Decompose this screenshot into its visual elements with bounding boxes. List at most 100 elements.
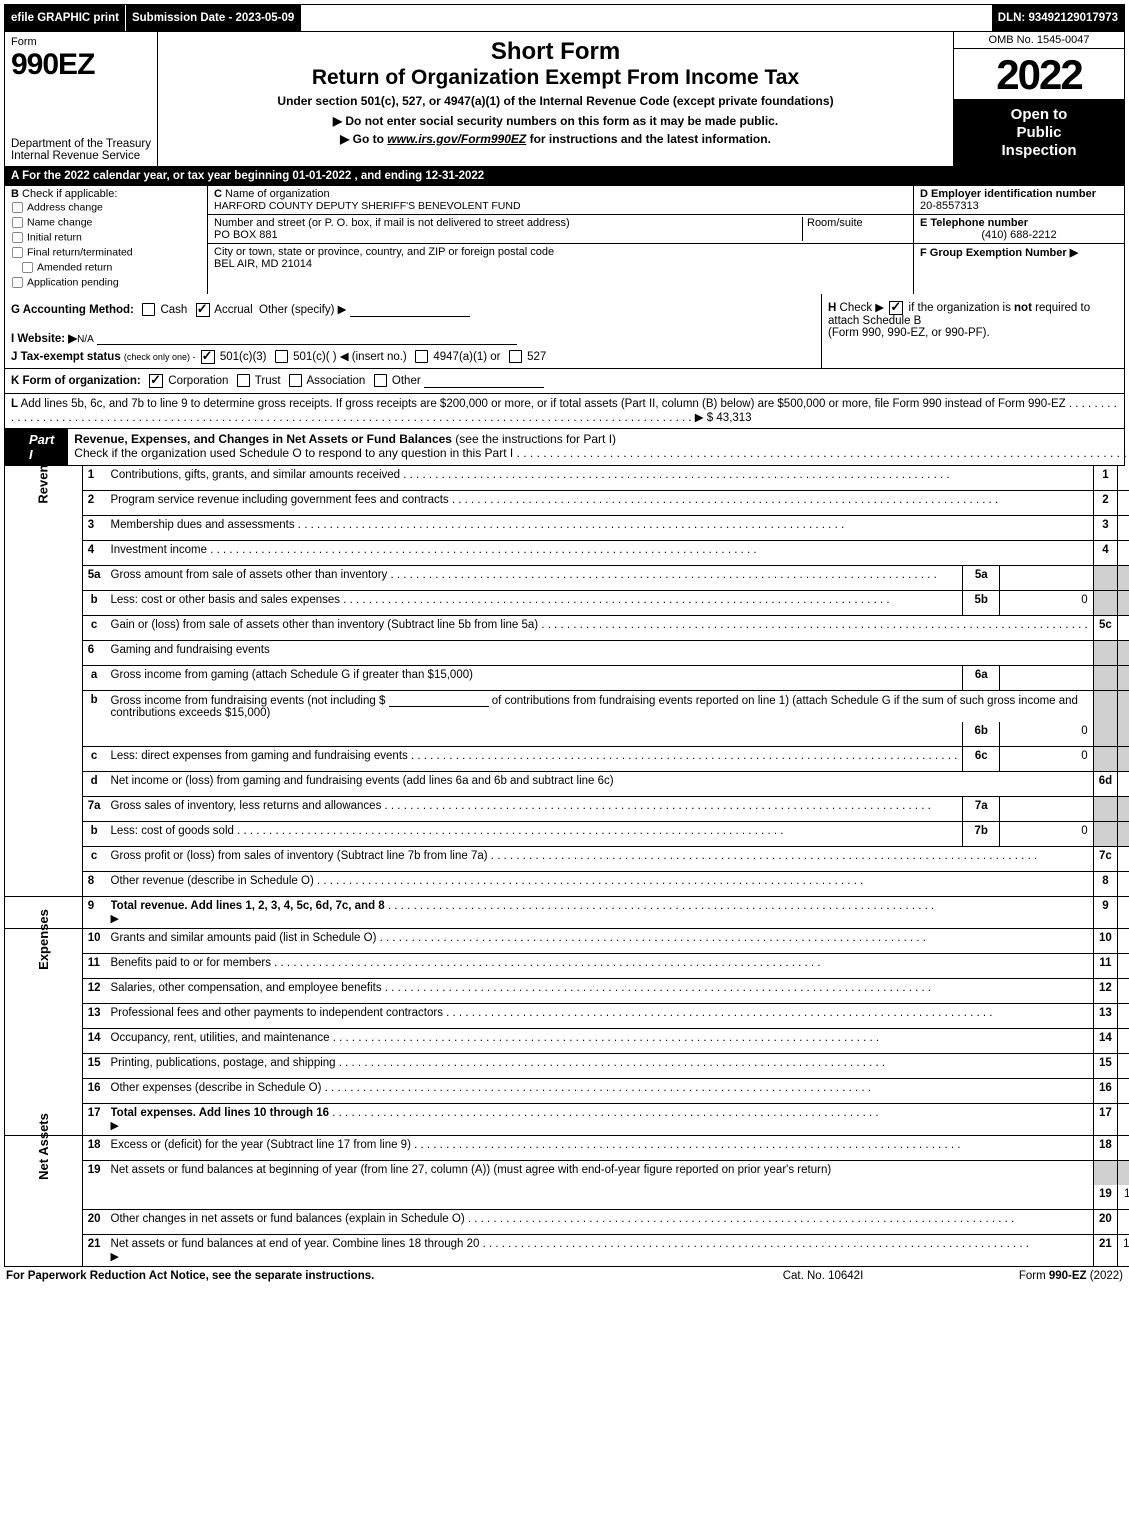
- gij-left: G Accounting Method: Cash Accrual Other …: [5, 294, 821, 368]
- line-7c-desc: Gross profit or (loss) from sales of inv…: [111, 850, 488, 862]
- section-b: B Check if applicable: Address change Na…: [5, 186, 208, 294]
- section-l: L Add lines 5b, 6c, and 7b to line 9 to …: [4, 394, 1125, 429]
- website-value: N/A: [77, 334, 94, 345]
- dln-label: DLN: 93492129017973: [992, 5, 1124, 31]
- lbl-name-change: Name change: [27, 216, 92, 228]
- goto-line: ▶ Go to www.irs.gov/Form990EZ for instru…: [164, 132, 947, 146]
- line-7c-value: 0: [1118, 846, 1129, 871]
- line-3-num: 3: [82, 515, 105, 540]
- line-21-value: 147,787: [1118, 1234, 1129, 1266]
- page-footer: For Paperwork Reduction Act Notice, see …: [4, 1267, 1125, 1282]
- ein-value: 20-8557313: [920, 200, 979, 212]
- line-6a-value: [1000, 665, 1094, 690]
- lbl-trust: Trust: [255, 375, 281, 387]
- irs-link[interactable]: www.irs.gov/Form990EZ: [387, 132, 526, 146]
- line-6d-value: 0: [1118, 771, 1129, 796]
- c-name-label: Name of organization: [225, 188, 330, 200]
- line-3-desc: Membership dues and assessments: [111, 519, 295, 531]
- line-5b-value: 0: [1000, 590, 1094, 615]
- line-17-label: 17: [1093, 1103, 1117, 1135]
- line-6b-value: 0: [1000, 722, 1094, 747]
- lbl-initial-return: Initial return: [27, 231, 82, 243]
- footer-center: Cat. No. 10642I: [723, 1270, 923, 1282]
- line-4-num: 4: [82, 540, 105, 565]
- line-5c-num: c: [82, 615, 105, 640]
- k-label: K Form of organization:: [11, 375, 141, 387]
- line-6d-desc: Net income or (loss) from gaming and fun…: [111, 775, 614, 787]
- line-7c-num: c: [82, 846, 105, 871]
- line-5c-label: 5c: [1093, 615, 1117, 640]
- line-4-value: 0: [1118, 540, 1129, 565]
- chk-application-pending[interactable]: [12, 277, 23, 288]
- section-net-assets: Net Assets: [36, 1113, 51, 1180]
- ghij-block: G Accounting Method: Cash Accrual Other …: [4, 294, 1125, 369]
- b-check-if: Check if applicable:: [22, 188, 117, 200]
- chk-name-change[interactable]: [12, 217, 23, 228]
- line-14-value: [1118, 1028, 1129, 1053]
- i-label: I Website: ▶: [11, 333, 77, 345]
- bcdef-block: B Check if applicable: Address change Na…: [4, 186, 1125, 294]
- line-16-label: 16: [1093, 1078, 1117, 1103]
- line-7b-label: 7b: [963, 821, 1000, 846]
- chk-association[interactable]: [289, 374, 302, 387]
- j-label: J Tax-exempt status: [11, 351, 121, 363]
- chk-amended-return[interactable]: [22, 262, 33, 273]
- chk-initial-return[interactable]: [12, 232, 23, 243]
- chk-501c[interactable]: [275, 350, 288, 363]
- line-7c-label: 7c: [1093, 846, 1117, 871]
- chk-4947[interactable]: [415, 350, 428, 363]
- chk-cash[interactable]: [142, 303, 155, 316]
- line-19-desc: Net assets or fund balances at beginning…: [111, 1164, 832, 1176]
- line-13-desc: Professional fees and other payments to …: [111, 1007, 443, 1019]
- part-1-title-bold: Revenue, Expenses, and Changes in Net As…: [74, 432, 452, 446]
- chk-address-change[interactable]: [12, 202, 23, 213]
- line-6-desc: Gaming and fundraising events: [111, 644, 270, 656]
- part-1-header: Part I Revenue, Expenses, and Changes in…: [4, 429, 1125, 466]
- return-title: Return of Organization Exempt From Incom…: [164, 66, 947, 90]
- open1: Open to: [956, 106, 1122, 124]
- chk-final-return[interactable]: [12, 247, 23, 258]
- line-2-desc: Program service revenue including govern…: [111, 494, 449, 506]
- chk-527[interactable]: [509, 350, 522, 363]
- line-9-desc: Total revenue. Add lines 1, 2, 3, 4, 5c,…: [111, 900, 385, 912]
- short-form-title: Short Form: [164, 38, 947, 66]
- line-9-label: 9: [1093, 896, 1117, 928]
- line-18-desc: Excess or (deficit) for the year (Subtra…: [111, 1139, 411, 1151]
- chk-schedule-b-not-required[interactable]: [889, 301, 903, 315]
- line-5b-num: b: [82, 590, 105, 615]
- line-1-value: 43,313: [1118, 466, 1129, 491]
- line-6b-blank[interactable]: [389, 694, 489, 707]
- line-15-num: 15: [82, 1053, 105, 1078]
- line-6c-label: 6c: [963, 746, 1000, 771]
- line-20-num: 20: [82, 1209, 105, 1234]
- line-10-value: 7,000: [1118, 928, 1129, 953]
- line-12-desc: Salaries, other compensation, and employ…: [111, 982, 382, 994]
- line-11-num: 11: [82, 953, 105, 978]
- chk-other-org[interactable]: [374, 374, 387, 387]
- line-5b-label: 5b: [963, 590, 1000, 615]
- other-method-input[interactable]: [350, 304, 470, 317]
- line-17-desc: Total expenses. Add lines 10 through 16: [111, 1107, 330, 1119]
- line-6d-label: 6d: [1093, 771, 1117, 796]
- website-line: [97, 332, 517, 345]
- line-13-num: 13: [82, 1003, 105, 1028]
- goto-pre: ▶ Go to: [340, 132, 387, 146]
- footer-right-bold: 990-EZ: [1049, 1270, 1087, 1282]
- line-21-arrow: [111, 1251, 119, 1263]
- efile-label[interactable]: efile GRAPHIC print: [5, 5, 126, 31]
- line-1-num: 1: [82, 466, 105, 491]
- c-label: C: [214, 188, 222, 200]
- chk-corporation[interactable]: [149, 374, 163, 388]
- line-21-desc: Net assets or fund balances at end of ye…: [111, 1238, 480, 1250]
- lbl-4947: 4947(a)(1) or: [433, 351, 500, 363]
- line-21-label: 21: [1093, 1234, 1117, 1266]
- line-5a-value: [1000, 565, 1094, 590]
- chk-accrual[interactable]: [196, 303, 210, 317]
- line-19-value: 112,830: [1118, 1185, 1129, 1210]
- c-room-label: Room/suite: [807, 217, 863, 229]
- top-bar-spacer: [301, 5, 991, 31]
- chk-trust[interactable]: [237, 374, 250, 387]
- other-org-line[interactable]: [424, 375, 544, 388]
- chk-501c3[interactable]: [201, 350, 215, 364]
- dept-label: Department of the Treasury: [11, 138, 151, 150]
